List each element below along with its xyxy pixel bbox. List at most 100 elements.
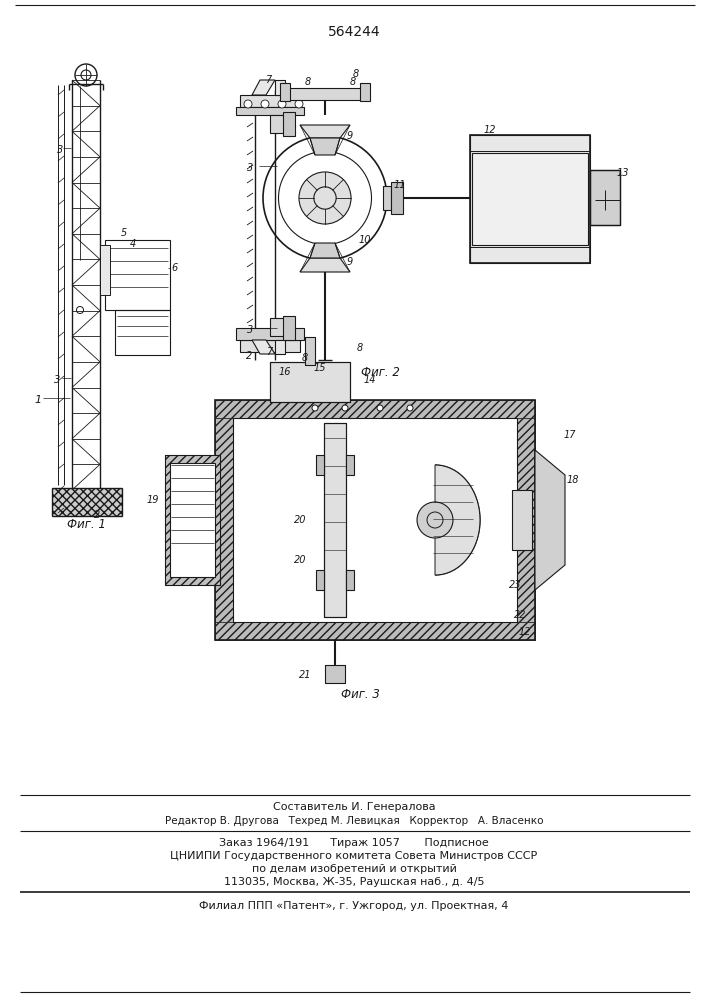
Text: 21: 21	[299, 670, 311, 680]
Text: 1: 1	[35, 395, 42, 405]
Bar	[285, 88, 365, 100]
Text: 8: 8	[350, 77, 356, 87]
Text: 13: 13	[617, 168, 629, 178]
Bar	[215, 400, 535, 418]
Circle shape	[342, 405, 348, 411]
Bar	[115, 310, 170, 355]
Text: 4: 4	[130, 239, 136, 249]
Circle shape	[312, 405, 318, 411]
Bar	[360, 83, 370, 101]
Bar	[325, 665, 345, 683]
Polygon shape	[300, 258, 350, 272]
Text: 15: 15	[314, 363, 326, 373]
Polygon shape	[300, 125, 350, 138]
Polygon shape	[435, 465, 480, 575]
Bar	[470, 135, 590, 263]
Text: 16: 16	[279, 367, 291, 377]
Text: 8: 8	[305, 77, 311, 87]
Bar	[325, 665, 345, 683]
Polygon shape	[275, 340, 285, 354]
Text: 5: 5	[121, 228, 127, 238]
Bar	[590, 170, 620, 225]
Text: 2: 2	[246, 351, 252, 361]
Bar	[100, 245, 110, 295]
Text: 9: 9	[347, 131, 353, 141]
Bar	[270, 115, 285, 133]
Text: ЦНИИПИ Государственного комитета Совета Министров СССР: ЦНИИПИ Государственного комитета Совета …	[170, 851, 537, 861]
Text: 3: 3	[57, 145, 63, 155]
Text: 8: 8	[302, 353, 308, 363]
Text: 17: 17	[563, 430, 576, 440]
Text: 8: 8	[357, 343, 363, 353]
Bar	[240, 340, 300, 352]
Bar	[52, 488, 122, 516]
Text: 11: 11	[394, 180, 407, 190]
Bar	[236, 107, 304, 115]
Polygon shape	[310, 243, 340, 258]
Text: 10: 10	[358, 235, 371, 245]
Text: 7: 7	[266, 347, 272, 357]
Circle shape	[417, 502, 453, 538]
Text: 9: 9	[347, 257, 353, 267]
Bar	[105, 240, 170, 310]
Bar	[590, 170, 620, 225]
Polygon shape	[310, 138, 340, 155]
Text: 20: 20	[293, 555, 306, 565]
Text: 8: 8	[353, 69, 359, 79]
Text: 20: 20	[293, 515, 306, 525]
Bar	[280, 83, 290, 101]
Circle shape	[295, 100, 303, 108]
Text: 113035, Москва, Ж-35, Раушская наб., д. 4/5: 113035, Москва, Ж-35, Раушская наб., д. …	[223, 877, 484, 887]
Text: 12: 12	[519, 627, 531, 637]
Bar	[517, 418, 535, 622]
Text: 3: 3	[247, 163, 253, 173]
Bar	[512, 490, 532, 550]
Bar	[165, 455, 220, 585]
Bar	[324, 423, 346, 617]
Bar	[305, 337, 315, 365]
Text: Заказ 1964/191      Тираж 1057       Подписное: Заказ 1964/191 Тираж 1057 Подписное	[219, 838, 489, 848]
Bar	[283, 112, 295, 136]
Text: 12: 12	[484, 125, 496, 135]
Bar	[215, 418, 233, 622]
Polygon shape	[275, 80, 285, 95]
Text: 7: 7	[265, 75, 271, 85]
Circle shape	[278, 100, 286, 108]
Text: 19: 19	[147, 495, 159, 505]
Text: 564244: 564244	[327, 25, 380, 39]
Circle shape	[377, 405, 383, 411]
Bar	[270, 362, 350, 402]
Circle shape	[261, 100, 269, 108]
Text: 2: 2	[94, 510, 100, 520]
Bar	[346, 455, 354, 475]
Bar	[324, 423, 346, 617]
Bar	[283, 316, 295, 340]
Polygon shape	[252, 80, 275, 95]
Bar	[470, 135, 590, 263]
Text: Фиг. 1: Фиг. 1	[66, 518, 105, 530]
Text: 23: 23	[509, 580, 521, 590]
Text: Составитель И. Генералова: Составитель И. Генералова	[273, 802, 436, 812]
Bar	[270, 362, 350, 402]
Polygon shape	[252, 340, 275, 354]
Text: Фиг. 3: Фиг. 3	[341, 688, 380, 702]
Bar	[170, 463, 215, 577]
Text: Филиал ППП «Патент», г. Ужгород, ул. Проектная, 4: Филиал ППП «Патент», г. Ужгород, ул. Про…	[199, 901, 509, 911]
Bar	[240, 95, 300, 107]
Text: 6: 6	[172, 263, 178, 273]
Bar	[383, 186, 391, 210]
Text: 22: 22	[514, 610, 526, 620]
Circle shape	[299, 172, 351, 224]
Text: 14: 14	[363, 375, 376, 385]
Text: по делам изобретений и открытий: по делам изобретений и открытий	[252, 864, 457, 874]
Text: 3: 3	[54, 375, 60, 385]
Text: Редактор В. Другова   Техред М. Левицкая   Корректор   А. Власенко: Редактор В. Другова Техред М. Левицкая К…	[165, 816, 543, 826]
Text: 3: 3	[247, 325, 253, 335]
Bar	[305, 337, 315, 365]
Bar	[215, 400, 535, 640]
Bar	[316, 455, 324, 475]
Bar	[270, 318, 285, 336]
Bar	[215, 622, 535, 640]
Bar	[165, 455, 220, 585]
Circle shape	[244, 100, 252, 108]
